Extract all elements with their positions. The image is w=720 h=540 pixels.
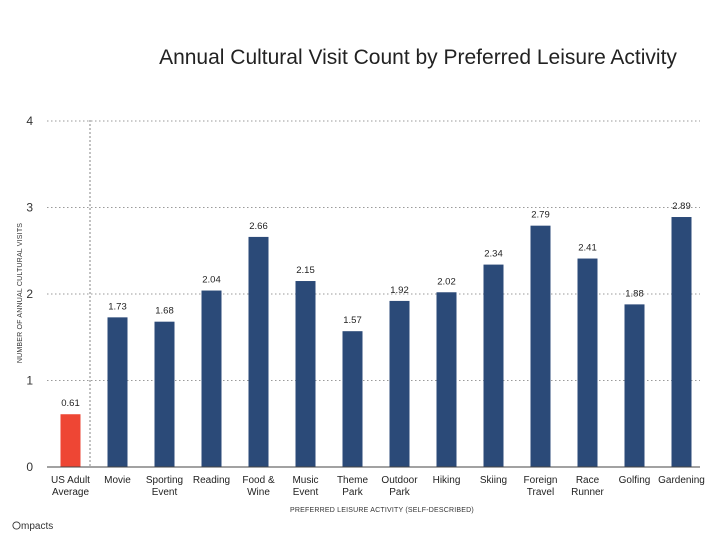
- y-tick-label: 3: [26, 201, 33, 215]
- value-label: 1.73: [108, 301, 127, 312]
- value-label: 2.89: [672, 201, 691, 212]
- category-label: Wine: [247, 487, 270, 498]
- y-tick-label: 0: [26, 460, 33, 474]
- value-labels: 0.61 1.73 1.68 2.04 2.66 2.15 1.57 1.92 2.02 2.34…: [61, 201, 691, 409]
- category-label: Race: [576, 475, 600, 486]
- category-label: Reading: [193, 475, 230, 486]
- value-label: 1.88: [625, 288, 644, 299]
- category-label: Travel: [527, 487, 554, 498]
- y-axis-ticks: 0 1 2 3 4: [26, 114, 33, 474]
- y-tick-label: 4: [26, 114, 33, 128]
- bar: [624, 304, 645, 467]
- category-label: Golfing: [619, 475, 651, 486]
- category-label: Music: [292, 475, 318, 486]
- category-label: Average: [52, 487, 90, 498]
- bar: [671, 217, 692, 467]
- bar: [530, 225, 551, 467]
- category-label: Gardening: [658, 475, 705, 486]
- value-label: 2.66: [249, 221, 268, 232]
- value-label: 1.92: [390, 285, 409, 296]
- value-label: 2.02: [437, 276, 456, 287]
- value-label: 1.57: [343, 315, 362, 326]
- category-label: Park: [389, 487, 411, 498]
- category-label: Skiing: [480, 475, 507, 486]
- category-label: Movie: [104, 475, 131, 486]
- bar: [248, 236, 269, 467]
- value-label: 2.41: [578, 243, 597, 254]
- value-label: 2.15: [296, 265, 315, 276]
- category-label: Sporting: [146, 475, 183, 486]
- y-axis-title: NUMBER OF ANNUAL CULTURAL VISITS: [17, 223, 24, 363]
- y-tick-label: 1: [26, 374, 33, 388]
- value-label: 1.68: [155, 306, 174, 317]
- category-label: Outdoor: [381, 475, 418, 486]
- category-label: Theme: [337, 475, 369, 486]
- impacts-logo: mpacts: [12, 521, 53, 532]
- bar: [436, 292, 457, 467]
- logo-text: mpacts: [21, 521, 53, 532]
- category-label: Hiking: [433, 475, 461, 486]
- category-label: Event: [293, 487, 319, 498]
- value-label: 2.34: [484, 249, 503, 260]
- bar: [389, 300, 410, 467]
- bar: [295, 281, 316, 467]
- value-label: 2.79: [531, 210, 550, 221]
- x-axis-title: PREFERRED LEISURE ACTIVITY (SELF-DESCRIB…: [290, 507, 474, 514]
- bars: [60, 217, 692, 467]
- grid-lines: [47, 120, 700, 381]
- bar: [154, 321, 175, 467]
- bar: [577, 258, 598, 467]
- bar: [107, 317, 128, 467]
- category-label: Foreign: [524, 475, 558, 486]
- bar: [483, 264, 504, 467]
- chart-title: Annual Cultural Visit Count by Preferred…: [159, 46, 677, 69]
- bar-average: [60, 414, 81, 467]
- bar: [201, 290, 222, 467]
- y-tick-label: 2: [26, 287, 33, 301]
- category-label: Event: [152, 487, 178, 498]
- value-label: 2.04: [202, 275, 221, 286]
- category-label: Runner: [571, 487, 604, 498]
- category-label: US Adult: [51, 475, 90, 486]
- category-label: Food &: [242, 475, 275, 486]
- category-label: Park: [342, 487, 364, 498]
- bar: [342, 331, 363, 467]
- value-label: 0.61: [61, 398, 80, 409]
